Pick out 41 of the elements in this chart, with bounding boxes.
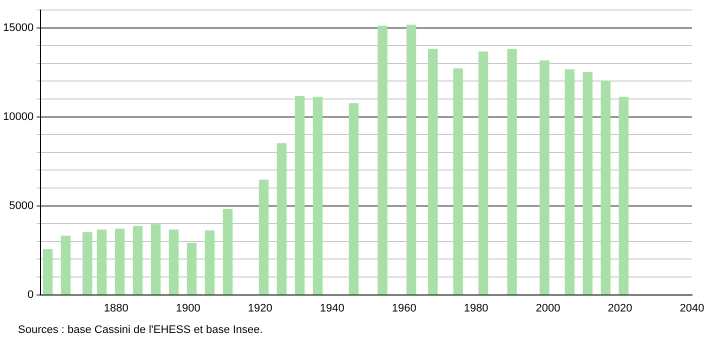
y-tick-label: 5000: [9, 200, 34, 212]
bar: [348, 103, 359, 295]
bar: [276, 143, 287, 295]
bar: [618, 96, 628, 295]
bar: [453, 68, 463, 295]
bar: [222, 209, 233, 295]
x-tick-label: 1960: [392, 302, 416, 314]
bar: [564, 69, 574, 295]
bar: [582, 72, 592, 295]
bar: [600, 80, 610, 295]
x-tick-label: 1940: [320, 302, 344, 314]
y-tick-label: 15000: [2, 22, 34, 34]
x-tick-label: 2020: [608, 302, 632, 314]
bar: [540, 60, 550, 295]
bar: [82, 232, 92, 295]
x-tick-label: 1880: [104, 302, 128, 314]
x-tick-label: 2000: [536, 302, 560, 314]
bar: [258, 180, 269, 295]
x-tick-label: 1920: [248, 302, 272, 314]
bar: [204, 230, 215, 295]
bar: [478, 52, 488, 295]
x-tick-label: 1980: [464, 302, 488, 314]
x-tick-label: 1900: [176, 302, 200, 314]
bar: [150, 224, 161, 295]
bar: [428, 48, 438, 295]
y-tick-label: 0: [27, 288, 34, 301]
bar: [168, 230, 179, 295]
x-tick-label: 2040: [680, 302, 704, 314]
bar: [114, 228, 125, 295]
bar: [312, 96, 323, 295]
bar: [60, 236, 71, 295]
bar: [378, 26, 388, 295]
bar: [406, 24, 416, 295]
bar: [186, 242, 197, 295]
bar: [96, 230, 107, 295]
bar: [42, 249, 53, 295]
bar: [507, 48, 517, 295]
bar: [294, 96, 305, 295]
bar: [132, 226, 143, 295]
source-note: Sources : base Cassini de l'EHESS et base Insee.: [18, 324, 263, 336]
y-tick-label: 10000: [2, 110, 34, 123]
